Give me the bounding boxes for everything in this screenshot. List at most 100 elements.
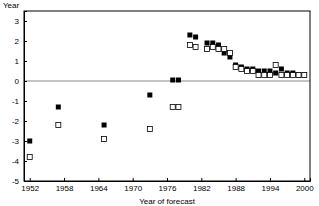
x-tick: 1976 xyxy=(159,178,177,193)
y-tick-label: 3 xyxy=(15,17,20,26)
y-tick-mark xyxy=(24,161,27,162)
point xyxy=(216,47,221,52)
x-tick: 1994 xyxy=(262,178,280,193)
y-tick: -1 xyxy=(12,97,27,106)
x-tick-mark xyxy=(64,178,65,181)
point xyxy=(193,45,198,50)
plot: 1952 1958 1964 1970 1976 1982 1988 1994 2000 -5 -4… xyxy=(12,11,314,193)
x-tick-label: 1982 xyxy=(193,184,211,193)
point xyxy=(273,71,278,76)
x-tick-mark xyxy=(201,178,202,181)
x-tick: 1982 xyxy=(193,178,211,193)
x-axis: 1952 1958 1964 1970 1976 1982 1988 1994 2000 xyxy=(21,178,314,193)
point xyxy=(302,73,307,78)
y-tick-label: 2 xyxy=(15,37,20,46)
point xyxy=(262,73,267,78)
y-tick-label: -3 xyxy=(12,137,20,146)
y-tick-mark xyxy=(24,181,27,182)
point xyxy=(256,73,261,78)
point xyxy=(233,65,238,70)
y-tick: -4 xyxy=(12,157,27,166)
y-tick-mark xyxy=(24,41,27,42)
y-tick: 1 xyxy=(15,57,27,66)
y-tick-mark xyxy=(24,61,27,62)
x-tick-mark xyxy=(304,178,305,181)
y-tick-label: -1 xyxy=(12,97,20,106)
point xyxy=(302,73,307,78)
x-tick: 2000 xyxy=(296,178,314,193)
point xyxy=(279,73,284,78)
y-tick: 0 xyxy=(15,77,27,86)
point xyxy=(170,78,175,83)
y-tick-label: -5 xyxy=(12,177,20,186)
x-tick-label: 1970 xyxy=(124,184,142,193)
point xyxy=(239,67,244,72)
y-tick-mark xyxy=(24,101,27,102)
point xyxy=(227,51,232,56)
point xyxy=(222,47,227,52)
y-tick: -3 xyxy=(12,137,27,146)
point xyxy=(296,73,301,78)
x-tick-mark xyxy=(98,178,99,181)
plot-frame xyxy=(24,11,310,181)
y-tick-mark xyxy=(24,141,27,142)
y-axis-line xyxy=(25,12,28,182)
x-axis-title: Year of forecast xyxy=(139,197,196,206)
point xyxy=(147,93,152,98)
y-tick: 2 xyxy=(15,37,27,46)
point xyxy=(205,47,210,52)
y-tick-label: -4 xyxy=(12,157,20,166)
x-axis-line xyxy=(25,178,311,182)
y-tick: -5 xyxy=(12,177,27,186)
point xyxy=(205,41,210,46)
point xyxy=(56,105,61,110)
point xyxy=(193,35,198,40)
y-tick-mark xyxy=(24,21,27,22)
x-tick: 1964 xyxy=(90,178,108,193)
point xyxy=(27,139,32,144)
y-tick-mark xyxy=(24,81,27,82)
points xyxy=(27,33,307,160)
y-tick-mark xyxy=(24,121,27,122)
point xyxy=(102,137,107,142)
point xyxy=(102,123,107,128)
point xyxy=(285,73,290,78)
point xyxy=(170,105,175,110)
y-tick-label: 0 xyxy=(15,77,20,86)
point xyxy=(187,33,192,38)
x-tick-mark xyxy=(236,178,237,181)
point xyxy=(273,63,278,68)
x-tick-mark xyxy=(167,178,168,181)
y-axis-title: Year xyxy=(3,1,20,10)
zero-line xyxy=(24,81,310,82)
x-tick-mark xyxy=(30,178,31,181)
point xyxy=(187,43,192,48)
point xyxy=(296,73,301,78)
x-tick-label: 1958 xyxy=(56,184,74,193)
x-tick: 1970 xyxy=(124,178,142,193)
x-tick-label: 1952 xyxy=(21,184,39,193)
x-tick-label: 2000 xyxy=(296,184,314,193)
x-tick-mark xyxy=(133,178,134,181)
point xyxy=(290,73,295,78)
y-tick: 3 xyxy=(15,17,27,26)
y-tick-label: 1 xyxy=(15,57,20,66)
point xyxy=(279,67,284,72)
point xyxy=(176,105,181,110)
x-tick: 1958 xyxy=(56,178,74,193)
y-tick: -2 xyxy=(12,117,27,126)
point xyxy=(176,78,181,83)
y-tick-label: -2 xyxy=(12,117,20,126)
point xyxy=(56,123,61,128)
point xyxy=(245,69,250,74)
x-tick-label: 1988 xyxy=(227,184,245,193)
x-tick-label: 1964 xyxy=(90,184,108,193)
point xyxy=(267,73,272,78)
x-tick: 1988 xyxy=(227,178,245,193)
y-axis: -5 -4 -3 -2 -1 0 1 2 3 xyxy=(12,12,27,187)
x-tick-label: 1994 xyxy=(262,184,280,193)
x-tick-mark xyxy=(270,178,271,181)
point xyxy=(27,155,32,160)
x-tick-label: 1976 xyxy=(159,184,177,193)
point xyxy=(210,45,215,50)
